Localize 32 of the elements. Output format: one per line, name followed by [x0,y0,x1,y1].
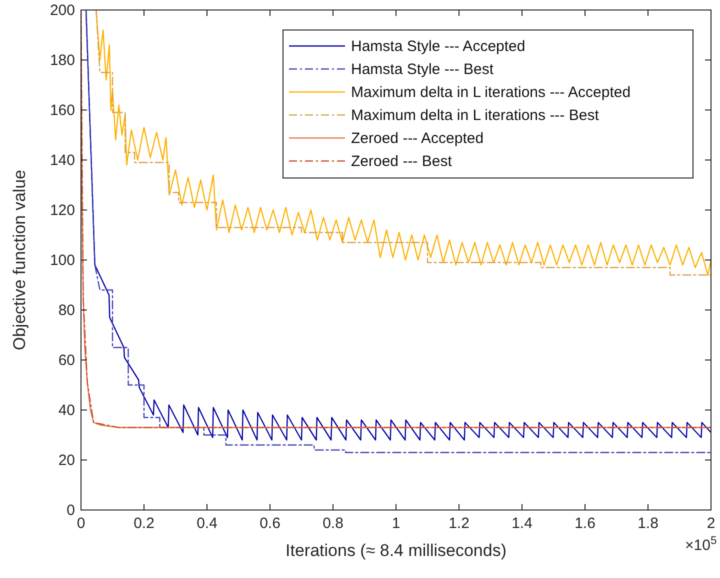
x-tick-label: 1.8 [638,515,658,532]
y-tick-label: 100 [50,252,75,269]
legend-label: Zeroed --- Best [351,153,453,170]
legend-label: Maximum delta in L iterations --- Accepted [351,84,631,101]
x-tick-label: 2 [706,515,716,532]
y-tick-label: 80 [58,302,75,319]
y-tick-label: 20 [58,452,75,469]
x-tick-label: 0.2 [134,515,154,532]
legend-label: Maximum delta in L iterations --- Best [351,107,600,124]
line-series [96,10,711,276]
y-tick-label: 180 [50,52,75,69]
legend-label: Hamsta Style --- Best [351,61,494,78]
x-tick-label: 1.6 [574,515,596,532]
x-tick-label: 1.2 [448,515,470,532]
x-tick-label: 0.6 [260,515,280,532]
y-tick-label: 60 [58,352,75,369]
y-axis-title: Objective function value [10,170,29,350]
y-tick-label: 140 [50,152,75,169]
x-tick-label: 1.4 [512,515,532,532]
y-tick-label: 0 [66,502,75,519]
y-tick-label: 160 [50,102,75,119]
legend-label: Hamsta Style --- Accepted [351,38,526,55]
y-tick-label: 200 [50,2,75,19]
y-tick-label: 120 [50,202,75,219]
x-tick-label: 0 [76,515,86,532]
y-tick-label: 40 [58,402,75,419]
text: ×10$^{5}$ [685,535,717,554]
x-tick-label: 1 [392,515,400,532]
legend-label: Zeroed --- Accepted [351,130,484,147]
x-axis-title: Iterations (≈ 8.4 milliseconds) [286,541,506,560]
x-tick-label: 0.4 [196,515,218,532]
x-tick-label: 0.8 [322,515,344,532]
